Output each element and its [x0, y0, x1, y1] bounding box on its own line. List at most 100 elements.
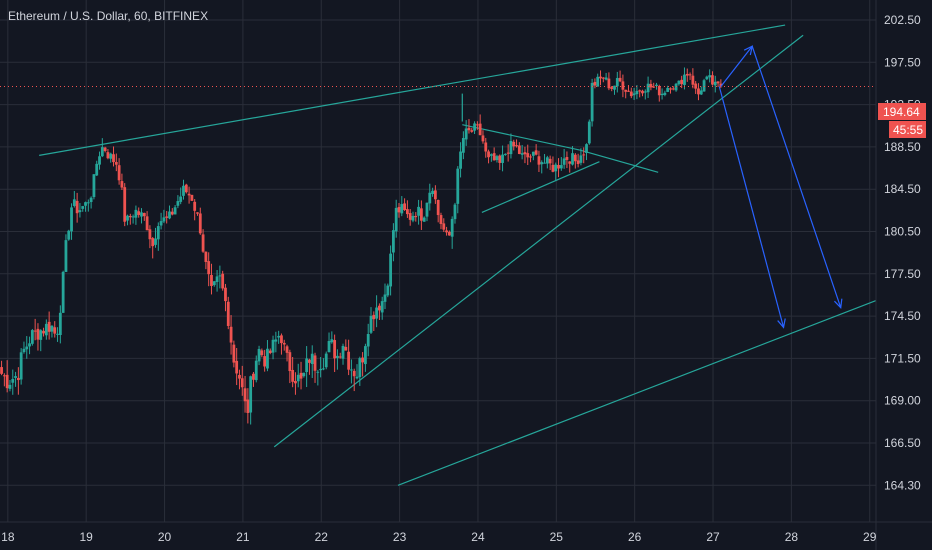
candle-body	[243, 388, 247, 402]
candle-body	[484, 142, 488, 152]
chart-title: Ethereum / U.S. Dollar, 60, BITFINEX	[8, 9, 208, 23]
y-tick-label: 166.50	[884, 436, 921, 450]
candle-body	[67, 230, 71, 240]
trendline[interactable]	[481, 161, 600, 214]
projection-arrow-line[interactable]	[720, 45, 753, 87]
candle-body	[61, 271, 65, 313]
projection-arrows[interactable]	[718, 45, 843, 329]
candle-body	[347, 351, 351, 370]
candle-body	[708, 75, 712, 78]
candle-body	[713, 81, 717, 86]
candle-body	[84, 202, 87, 206]
candle-body	[394, 207, 398, 232]
projection-arrow-line[interactable]	[718, 86, 785, 328]
candle-body	[557, 164, 560, 169]
candle-body	[489, 154, 493, 156]
candle-body	[509, 141, 513, 155]
candle-body	[5, 374, 9, 389]
candle-body	[58, 312, 62, 336]
candle-body	[204, 251, 208, 262]
candle-body	[170, 211, 174, 215]
candle-body	[369, 315, 373, 333]
candle-body	[601, 77, 605, 79]
candle-body	[154, 238, 157, 245]
candle-body	[554, 164, 558, 172]
candle-body	[162, 217, 166, 222]
candle-body	[159, 221, 163, 226]
candle-body	[64, 240, 68, 272]
trendline[interactable]	[397, 300, 877, 486]
candle-body	[291, 369, 295, 382]
countdown-label: 45:55	[893, 123, 923, 137]
countdown-tag-bg	[889, 121, 926, 138]
candle-body	[187, 193, 191, 196]
y-tick-label: 184.50	[884, 182, 921, 196]
candle-body	[352, 370, 356, 377]
candle-body	[142, 212, 146, 217]
time-scale[interactable]: 18 19 20 21 22 23 24 25 26 27 28 29	[1, 530, 877, 544]
candle-body	[389, 253, 393, 287]
candle-body	[568, 161, 572, 164]
candle-body	[453, 204, 457, 220]
candle-body	[336, 355, 339, 359]
candle-body	[425, 202, 429, 217]
y-tick-label: 171.50	[884, 351, 921, 365]
candle-body	[126, 215, 129, 221]
x-tick-label: 18	[1, 530, 15, 544]
candle-body	[461, 138, 465, 153]
candle-body	[128, 215, 132, 218]
candle-body	[70, 207, 73, 232]
candle-body	[8, 384, 12, 389]
candle-body	[274, 339, 278, 342]
candle-body	[316, 371, 320, 373]
candle-body	[565, 156, 569, 160]
projection-arrow-line[interactable]	[751, 46, 842, 308]
candle-body	[271, 339, 275, 353]
candle-body	[400, 204, 404, 214]
candle-body	[607, 78, 611, 89]
x-tick-label: 22	[315, 530, 329, 544]
x-tick-label: 27	[706, 530, 720, 544]
trendline[interactable]	[579, 149, 659, 173]
candle-body	[89, 197, 93, 203]
candle-body	[711, 75, 714, 85]
candle-body	[433, 190, 437, 200]
candle-body	[327, 341, 331, 353]
trendlines[interactable]	[39, 24, 877, 486]
candle-body	[350, 369, 353, 371]
candle-body	[114, 162, 118, 165]
candle-body	[299, 372, 303, 379]
candle-body	[207, 261, 211, 275]
candle-body	[450, 218, 454, 237]
candle-body	[473, 123, 476, 131]
candle-body	[16, 377, 20, 381]
current-price-label: 194.64	[883, 105, 920, 119]
candle-body	[232, 344, 236, 363]
candle-body	[39, 330, 43, 340]
candle-body	[148, 229, 152, 240]
candle-body	[447, 231, 451, 236]
trendline[interactable]	[39, 24, 786, 156]
trendline[interactable]	[273, 34, 804, 448]
candle-body	[517, 145, 521, 154]
candle-body	[361, 357, 365, 363]
candle-body	[201, 234, 205, 252]
candle-body	[702, 80, 706, 92]
candle-body	[627, 90, 630, 92]
candle-body	[618, 77, 622, 82]
y-tick-label: 169.00	[884, 394, 921, 408]
candle-body	[638, 90, 642, 92]
candle-body	[257, 348, 261, 362]
candle-body	[660, 93, 664, 96]
x-tick-label: 23	[393, 530, 407, 544]
candle-body	[573, 154, 577, 162]
candle-body	[587, 121, 591, 144]
trendline[interactable]	[462, 124, 580, 151]
candle-body	[579, 155, 583, 163]
candle-body	[417, 206, 420, 216]
price-scale[interactable]: 202.50197.50192.50188.50184.50180.50177.…	[884, 13, 921, 492]
candle-body	[624, 89, 628, 92]
